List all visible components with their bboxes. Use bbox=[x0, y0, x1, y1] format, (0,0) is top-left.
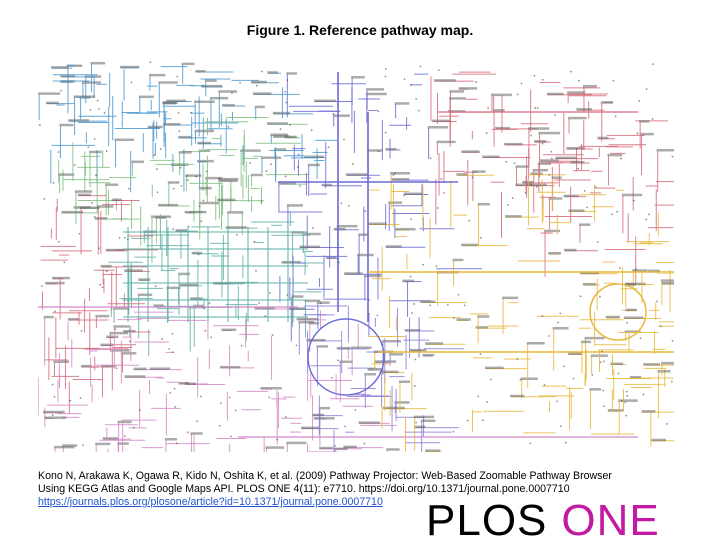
logo-one-text: ONE bbox=[561, 496, 660, 545]
logo-plos-text: PLOS bbox=[426, 496, 548, 545]
plos-one-logo: PLOS ONE bbox=[426, 496, 660, 546]
pathway-map-graphic bbox=[38, 61, 674, 452]
citation: Kono N, Arakawa K, Ogawa R, Kido N, Oshi… bbox=[38, 470, 628, 509]
citation-text: Kono N, Arakawa K, Ogawa R, Kido N, Oshi… bbox=[38, 470, 612, 495]
citation-link[interactable]: https://journals.plos.org/plosone/articl… bbox=[38, 496, 383, 508]
figure-title: Figure 1. Reference pathway map. bbox=[246, 22, 474, 38]
pathway-map bbox=[38, 52, 674, 452]
